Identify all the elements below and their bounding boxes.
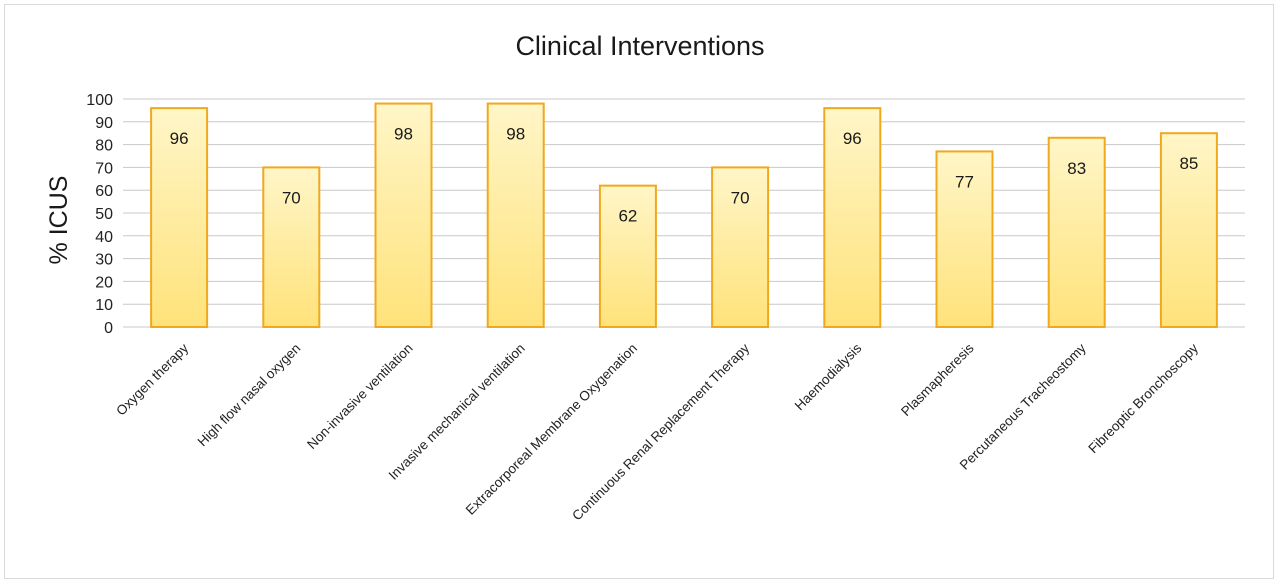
data-label: 96 bbox=[843, 129, 862, 148]
bars bbox=[150, 102, 1218, 329]
data-label: 70 bbox=[731, 188, 750, 207]
y-tick-label: 40 bbox=[95, 229, 113, 246]
data-label: 77 bbox=[955, 172, 974, 191]
y-tick-label: 50 bbox=[95, 206, 113, 223]
category-label: Plasmapheresis bbox=[898, 340, 977, 419]
x-axis-categories: Oxygen therapy High flow nasal oxygen Non-… bbox=[113, 340, 1201, 523]
data-label: 83 bbox=[1067, 159, 1086, 178]
bar bbox=[150, 107, 209, 329]
category-label: Fibreoptic Bronchoscopy bbox=[1085, 340, 1201, 456]
y-tick-label: 0 bbox=[104, 320, 113, 337]
category-label: Continuous Renal Replacement Therapy bbox=[569, 340, 752, 523]
y-tick-label: 80 bbox=[95, 138, 113, 155]
data-labels: 96 70 98 98 62 70 96 77 83 85 bbox=[170, 125, 1199, 226]
bar bbox=[262, 166, 321, 328]
chart-svg: Clinical Interventions % ICUS 0 10 20 30 40 5… bbox=[45, 31, 1245, 523]
data-label: 70 bbox=[282, 188, 301, 207]
data-label: 98 bbox=[506, 125, 525, 144]
data-label: 62 bbox=[618, 207, 637, 226]
category-label: Percutaneous Tracheostomy bbox=[957, 340, 1089, 472]
bar bbox=[1047, 136, 1106, 328]
bar bbox=[935, 150, 994, 328]
data-label: 98 bbox=[394, 125, 413, 144]
category-label: Haemodialysis bbox=[792, 340, 865, 413]
bar bbox=[1159, 132, 1218, 328]
category-label: Invasive mechanical ventilation bbox=[386, 341, 528, 483]
data-label: 85 bbox=[1179, 154, 1198, 173]
y-axis-label: % ICUS bbox=[45, 176, 73, 265]
y-tick-label: 10 bbox=[95, 297, 113, 314]
y-axis-ticks: 0 10 20 30 40 50 60 70 80 90 100 bbox=[86, 92, 113, 337]
bar bbox=[823, 107, 882, 329]
category-label: Non-invasive ventilation bbox=[304, 341, 415, 452]
chart-frame: Clinical Interventions % ICUS 0 10 20 30 40 5… bbox=[4, 4, 1274, 579]
y-tick-label: 30 bbox=[95, 252, 113, 269]
bar bbox=[598, 184, 657, 328]
data-label: 96 bbox=[170, 129, 189, 148]
bar bbox=[711, 166, 770, 328]
category-label: High flow nasal oxygen bbox=[195, 341, 304, 450]
y-tick-label: 100 bbox=[86, 92, 113, 109]
y-tick-label: 90 bbox=[95, 115, 113, 132]
y-tick-label: 60 bbox=[95, 183, 113, 200]
y-tick-label: 20 bbox=[95, 274, 113, 291]
bar bbox=[374, 102, 433, 328]
y-tick-label: 70 bbox=[95, 160, 113, 177]
bar bbox=[486, 102, 545, 328]
category-label: Oxygen therapy bbox=[113, 340, 191, 418]
chart-title: Clinical Interventions bbox=[515, 31, 764, 61]
